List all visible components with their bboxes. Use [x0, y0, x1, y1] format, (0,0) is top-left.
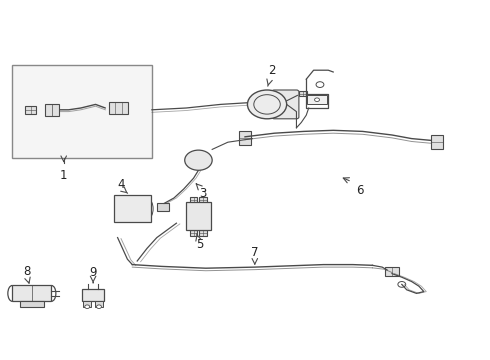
Text: 5: 5	[196, 238, 203, 251]
Text: 6: 6	[356, 184, 364, 197]
Circle shape	[97, 305, 101, 309]
Bar	[385, 267, 399, 276]
Text: 2: 2	[268, 64, 276, 77]
Bar	[190, 230, 197, 236]
Bar	[109, 102, 128, 114]
Text: 1: 1	[60, 169, 68, 182]
Text: 4: 4	[118, 178, 125, 191]
Bar	[95, 301, 103, 307]
Bar	[12, 65, 152, 158]
Bar	[199, 197, 207, 203]
Bar	[190, 197, 197, 203]
Bar	[82, 289, 104, 301]
Bar	[83, 301, 91, 307]
FancyBboxPatch shape	[272, 90, 299, 119]
Circle shape	[185, 150, 212, 170]
Bar	[20, 301, 44, 307]
Bar	[157, 203, 169, 211]
Circle shape	[398, 282, 406, 287]
Text: 3: 3	[199, 187, 207, 200]
Bar	[12, 285, 51, 301]
Bar	[299, 91, 307, 96]
Bar	[25, 106, 36, 114]
Text: 8: 8	[23, 265, 31, 278]
Circle shape	[315, 98, 319, 102]
Circle shape	[316, 82, 324, 87]
Bar	[307, 95, 327, 104]
Bar	[45, 104, 59, 116]
Bar	[114, 195, 151, 222]
Bar	[199, 230, 207, 236]
Bar	[239, 131, 251, 145]
Circle shape	[247, 90, 287, 119]
Bar	[431, 135, 443, 149]
Circle shape	[85, 305, 90, 309]
Bar	[186, 202, 211, 230]
Text: 7: 7	[251, 246, 259, 259]
Text: 9: 9	[89, 266, 97, 279]
